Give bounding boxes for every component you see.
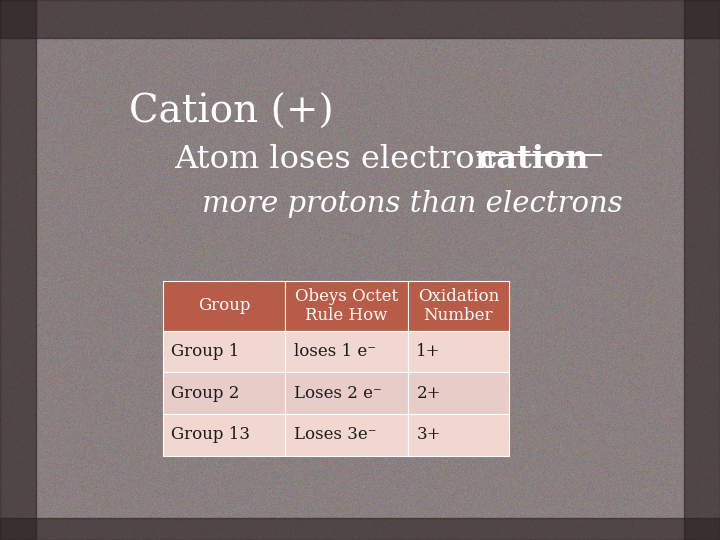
Text: Group 13: Group 13	[171, 427, 250, 443]
Text: Loses 3e⁻: Loses 3e⁻	[294, 427, 376, 443]
Text: cation: cation	[478, 144, 589, 175]
Text: loses 1 e⁻: loses 1 e⁻	[294, 343, 376, 360]
FancyBboxPatch shape	[285, 373, 408, 414]
FancyBboxPatch shape	[408, 373, 508, 414]
Text: Atom loses electron :: Atom loses electron :	[174, 144, 526, 175]
Text: 1+: 1+	[416, 343, 441, 360]
Text: Obeys Octet
Rule How: Obeys Octet Rule How	[295, 288, 398, 324]
FancyBboxPatch shape	[285, 281, 408, 331]
Text: Cation (+): Cation (+)	[129, 94, 334, 131]
Text: Group 1: Group 1	[171, 343, 239, 360]
Text: 3+: 3+	[416, 427, 441, 443]
Text: 2+: 2+	[416, 385, 441, 402]
FancyBboxPatch shape	[285, 331, 408, 373]
FancyBboxPatch shape	[163, 373, 285, 414]
Bar	[0, 0, 36, 540]
Text: more protons than electrons: more protons than electrons	[202, 190, 622, 218]
Bar	[684, 0, 720, 540]
FancyBboxPatch shape	[163, 331, 285, 373]
Bar	[0, 0, 720, 38]
FancyBboxPatch shape	[163, 414, 285, 456]
FancyBboxPatch shape	[408, 281, 508, 331]
Text: Group: Group	[198, 298, 250, 314]
Text: Loses 2 e⁻: Loses 2 e⁻	[294, 385, 382, 402]
FancyBboxPatch shape	[408, 414, 508, 456]
FancyBboxPatch shape	[408, 331, 508, 373]
FancyBboxPatch shape	[163, 281, 285, 331]
FancyBboxPatch shape	[285, 414, 408, 456]
Text: Oxidation
Number: Oxidation Number	[418, 288, 499, 324]
Text: Group 2: Group 2	[171, 385, 239, 402]
Bar	[0, 518, 720, 540]
